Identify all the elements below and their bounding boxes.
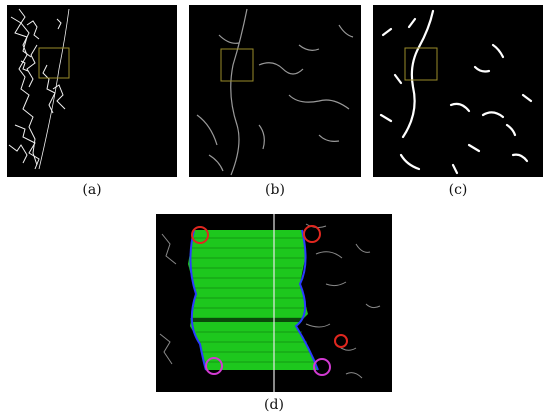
caption-c: (c)	[448, 182, 468, 198]
magenta-circle-bottom-left	[205, 357, 223, 375]
panel-b-roi-box	[220, 48, 254, 82]
panel-a-svg	[8, 8, 70, 170]
panel-b-svg	[196, 8, 354, 176]
panel-c-roi-box	[404, 47, 438, 81]
caption-a: (a)	[82, 182, 102, 198]
red-circle-top-left	[191, 226, 209, 244]
panel-b-gradient-image	[189, 5, 361, 177]
match-lines-group	[188, 230, 318, 370]
caption-b: (b)	[265, 182, 285, 198]
panel-a-roi-box	[38, 47, 70, 79]
panel-d-matching-image	[156, 214, 392, 392]
panel-a-edge-image	[7, 5, 177, 177]
panel-c-svg	[379, 9, 533, 175]
red-circle-top-right	[303, 225, 321, 243]
right-boundary	[294, 229, 319, 371]
panel-d-svg	[159, 214, 381, 392]
magenta-circle-bottom-right	[313, 358, 331, 376]
left-boundary	[189, 229, 207, 371]
red-circle-right	[334, 334, 348, 348]
caption-d: (d)	[264, 397, 284, 413]
panel-c-line-features-image	[373, 5, 543, 177]
